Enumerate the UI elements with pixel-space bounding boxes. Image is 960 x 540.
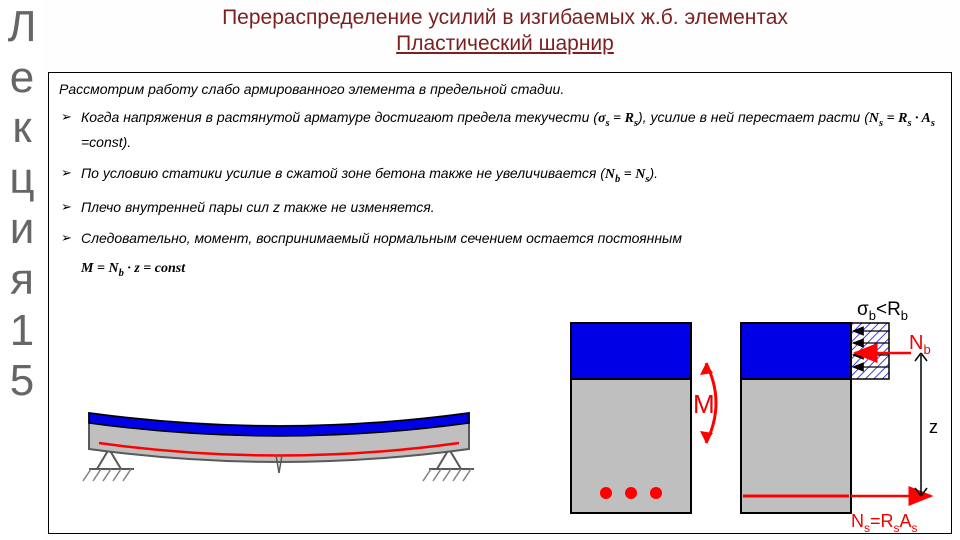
sidebar-char: 5 xyxy=(10,356,34,407)
ns-label: Ns=RsAs xyxy=(851,511,918,533)
sidebar-char: я xyxy=(10,255,34,306)
diagram-area: M xyxy=(49,303,951,533)
section-front: M xyxy=(571,323,716,513)
bullet-list: Когда напряжения в растянутой арматуре д… xyxy=(59,107,941,249)
sidebar-char: к xyxy=(12,103,31,154)
sidebar-char: Л xyxy=(8,2,37,53)
beam-diagram xyxy=(49,363,509,503)
section-side: z σb<Rb Nb Ns=RsAs xyxy=(741,299,938,533)
intro-text: Рассмотрим работу слабо армированного эл… xyxy=(59,81,941,97)
sidebar-char: 1 xyxy=(10,306,34,357)
slide-header: Перераспределение усилий в изгибаемых ж.… xyxy=(60,6,950,56)
content-frame: Рассмотрим работу слабо армированного эл… xyxy=(48,72,952,534)
z-label: z xyxy=(929,417,938,437)
slide-subtitle: Пластический шарнир xyxy=(60,32,950,56)
bullet-item: По условию статики усилие в сжатой зоне … xyxy=(59,163,941,188)
slide-title: Перераспределение усилий в изгибаемых ж.… xyxy=(60,6,950,30)
section-diagram: M xyxy=(511,283,951,533)
sidebar-char: ц xyxy=(9,154,34,205)
lecture-sidebar: Л е к ц и я 1 5 xyxy=(0,0,44,540)
sidebar-char: и xyxy=(10,204,35,255)
moment-label: M xyxy=(693,389,715,419)
bullet-item: Плечо внутренней пары сил z также не изм… xyxy=(59,197,941,218)
sidebar-char: е xyxy=(10,53,34,104)
stress-label: σb<Rb xyxy=(857,299,908,323)
final-formula: M = Nb · z = const xyxy=(59,259,941,279)
nb-label: Nb xyxy=(909,332,931,357)
bullet-item: Следовательно, момент, воспринимаемый но… xyxy=(59,228,941,249)
bullet-item: Когда напряжения в растянутой арматуре д… xyxy=(59,107,941,153)
